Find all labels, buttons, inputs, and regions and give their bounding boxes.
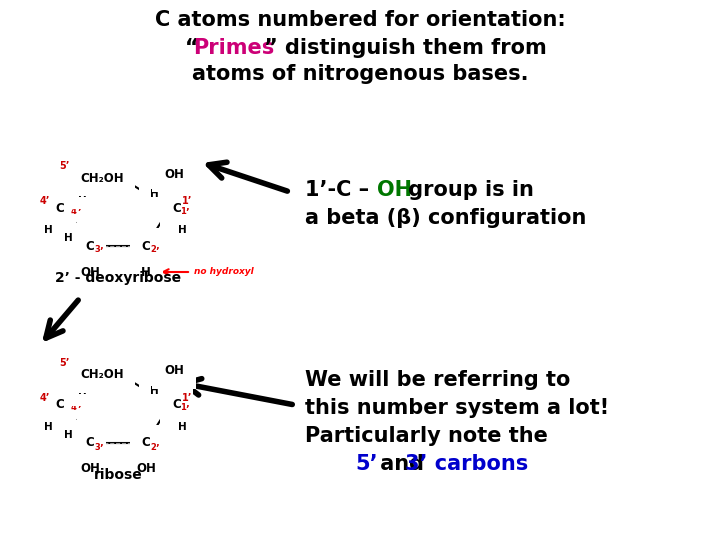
Text: H: H bbox=[178, 422, 186, 432]
Text: 4’: 4’ bbox=[40, 196, 50, 206]
Text: C: C bbox=[86, 240, 94, 253]
Text: this number system a lot!: this number system a lot! bbox=[305, 398, 609, 418]
Text: C: C bbox=[172, 201, 181, 214]
Text: H: H bbox=[141, 266, 151, 279]
Text: 4: 4 bbox=[71, 206, 77, 215]
Text: ’: ’ bbox=[99, 247, 103, 257]
Text: C: C bbox=[86, 436, 94, 449]
Text: H: H bbox=[63, 430, 73, 440]
Text: We will be referring to: We will be referring to bbox=[305, 370, 570, 390]
Text: Primes: Primes bbox=[193, 38, 274, 58]
Text: OH: OH bbox=[164, 167, 184, 180]
Text: 4: 4 bbox=[71, 403, 77, 413]
Text: CH₂OH: CH₂OH bbox=[80, 368, 124, 381]
Text: 1: 1 bbox=[180, 206, 186, 215]
Text: atoms of nitrogenous bases.: atoms of nitrogenous bases. bbox=[192, 64, 528, 84]
Text: 1’: 1’ bbox=[182, 196, 192, 206]
Text: a beta (β) configuration: a beta (β) configuration bbox=[305, 208, 586, 228]
Text: ’: ’ bbox=[99, 444, 103, 454]
Text: H: H bbox=[150, 386, 158, 396]
Text: 5’: 5’ bbox=[59, 358, 69, 368]
Text: H: H bbox=[150, 189, 158, 199]
Text: OH: OH bbox=[136, 462, 156, 476]
Text: C: C bbox=[142, 240, 150, 253]
Text: H: H bbox=[63, 233, 73, 243]
Text: 3: 3 bbox=[94, 442, 100, 451]
Text: 2: 2 bbox=[150, 442, 156, 451]
Text: OH: OH bbox=[377, 180, 412, 200]
Text: C: C bbox=[172, 399, 181, 411]
Text: H: H bbox=[78, 386, 86, 396]
Text: 3’ carbons: 3’ carbons bbox=[405, 454, 528, 474]
Text: OH: OH bbox=[80, 462, 100, 476]
Text: ’: ’ bbox=[185, 208, 189, 218]
Text: ” distinguish them from: ” distinguish them from bbox=[264, 38, 546, 58]
Text: 1’-C –: 1’-C – bbox=[305, 180, 369, 200]
Text: 2’ - deoxyribose: 2’ - deoxyribose bbox=[55, 271, 181, 285]
Text: OH: OH bbox=[164, 364, 184, 377]
Text: O: O bbox=[113, 367, 123, 380]
Text: H: H bbox=[44, 422, 53, 432]
Text: C: C bbox=[55, 399, 64, 411]
Text: CH₂OH: CH₂OH bbox=[80, 172, 124, 185]
Text: and: and bbox=[373, 454, 431, 474]
Text: O: O bbox=[113, 170, 123, 183]
Text: ’: ’ bbox=[155, 444, 158, 454]
Text: 2: 2 bbox=[150, 246, 156, 254]
Text: H: H bbox=[178, 225, 186, 235]
Text: 3: 3 bbox=[94, 246, 100, 254]
Text: C atoms numbered for orientation:: C atoms numbered for orientation: bbox=[155, 10, 565, 30]
Text: 5’: 5’ bbox=[59, 161, 69, 171]
Text: H: H bbox=[78, 189, 86, 199]
Text: “: “ bbox=[185, 38, 199, 58]
Text: Particularly note the: Particularly note the bbox=[305, 426, 548, 446]
Text: ’: ’ bbox=[185, 405, 189, 415]
Text: 4’: 4’ bbox=[40, 393, 50, 403]
Text: C: C bbox=[55, 201, 64, 214]
Text: no hydroxyl: no hydroxyl bbox=[194, 267, 253, 276]
Text: 5’: 5’ bbox=[355, 454, 377, 474]
Text: 1’: 1’ bbox=[182, 393, 192, 403]
Text: OH: OH bbox=[80, 266, 100, 279]
Text: H: H bbox=[44, 225, 53, 235]
Text: ’: ’ bbox=[155, 247, 158, 257]
Text: group is in: group is in bbox=[401, 180, 534, 200]
Text: C: C bbox=[142, 436, 150, 449]
Text: 1: 1 bbox=[180, 403, 186, 413]
Text: ’: ’ bbox=[77, 208, 81, 218]
Text: ’: ’ bbox=[77, 405, 81, 415]
Text: ribose: ribose bbox=[94, 468, 143, 482]
